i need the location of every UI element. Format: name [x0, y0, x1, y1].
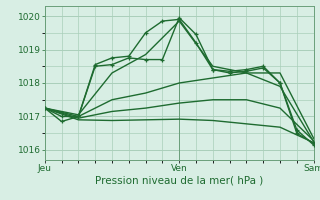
X-axis label: Pression niveau de la mer( hPa ): Pression niveau de la mer( hPa )	[95, 176, 263, 186]
